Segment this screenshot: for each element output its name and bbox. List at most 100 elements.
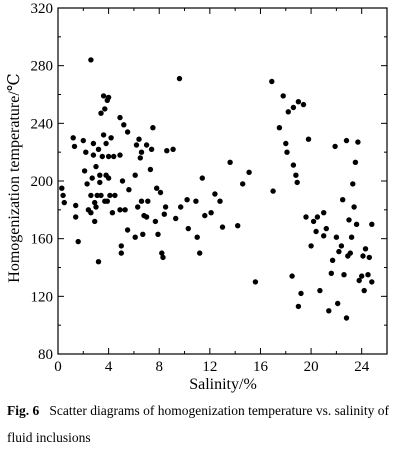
axis-ticks	[57, 7, 387, 355]
data-point	[124, 227, 131, 233]
data-point	[105, 153, 112, 160]
data-point	[126, 187, 132, 193]
y-tick-label: 320	[31, 1, 54, 17]
data-point	[92, 218, 98, 225]
data-point	[185, 225, 191, 232]
y-tick-label: 80	[38, 347, 53, 363]
data-point	[161, 211, 167, 217]
data-point	[105, 175, 112, 181]
data-point	[317, 287, 323, 294]
data-point	[314, 214, 321, 220]
data-point	[323, 225, 329, 232]
data-point	[290, 162, 297, 168]
data-point	[135, 204, 141, 210]
data-point	[310, 218, 317, 225]
data-point	[295, 303, 302, 310]
data-point	[95, 259, 102, 265]
data-point	[343, 315, 350, 321]
data-point	[283, 140, 289, 147]
data-point	[88, 57, 94, 63]
data-point	[194, 234, 200, 240]
data-point	[290, 104, 297, 111]
data-point	[97, 179, 103, 186]
x-tick-label: 0	[54, 359, 62, 375]
data-point	[353, 221, 360, 227]
data-point	[119, 178, 126, 184]
data-point	[284, 149, 290, 155]
x-tick-label: 12	[202, 359, 217, 375]
data-point	[360, 253, 366, 259]
scatter-chart: 0 4 8 12 16 20 24 80 120 160 200 240 280 320 Salinity…	[6, 1, 388, 393]
data-point	[326, 308, 332, 314]
data-point	[352, 159, 359, 165]
data-point	[145, 198, 151, 204]
data-point	[338, 243, 345, 249]
data-point	[73, 202, 79, 209]
data-point	[346, 217, 352, 223]
data-point	[103, 140, 109, 147]
data-point	[343, 137, 350, 144]
data-point	[154, 185, 160, 191]
data-point	[240, 181, 246, 187]
data-point	[197, 250, 203, 256]
data-point	[89, 175, 95, 181]
data-point	[369, 279, 375, 285]
x-tick-label: 8	[155, 359, 163, 375]
data-point	[347, 250, 353, 256]
figure-caption-label: Fig. 6	[7, 403, 40, 418]
data-point	[157, 189, 164, 196]
data-point	[107, 192, 113, 199]
data-point	[100, 93, 107, 99]
data-point	[332, 143, 338, 150]
data-point	[328, 270, 334, 276]
data-point	[366, 254, 372, 261]
data-point	[355, 139, 361, 145]
data-point	[361, 287, 367, 294]
data-point	[61, 199, 67, 206]
data-point	[365, 272, 371, 278]
data-point	[202, 212, 208, 219]
data-point	[104, 198, 111, 204]
y-tick-label: 160	[31, 232, 54, 248]
data-point	[298, 290, 304, 297]
data-point	[303, 214, 309, 220]
data-point	[137, 155, 143, 161]
data-point	[333, 234, 340, 240]
data-point	[73, 214, 79, 220]
data-point	[133, 142, 140, 148]
data-point	[162, 204, 169, 210]
data-point	[143, 214, 150, 220]
data-point	[99, 153, 106, 160]
data-point	[159, 250, 165, 256]
data-points	[59, 57, 375, 321]
data-point	[148, 146, 155, 152]
data-point	[208, 210, 214, 216]
data-point	[280, 93, 286, 99]
data-point	[90, 152, 97, 158]
data-point	[336, 248, 342, 255]
data-point	[269, 78, 275, 85]
data-point	[75, 238, 81, 245]
data-point	[285, 109, 291, 115]
data-point	[193, 198, 199, 204]
data-point	[313, 228, 319, 235]
y-tick-label: 120	[31, 289, 54, 305]
data-point	[356, 277, 362, 284]
data-point	[93, 163, 99, 170]
x-tick-label: 4	[105, 359, 113, 375]
data-point	[362, 246, 369, 252]
data-point	[81, 168, 88, 174]
data-point	[93, 204, 99, 210]
data-point	[102, 106, 108, 112]
data-point	[121, 122, 127, 128]
data-point	[100, 132, 107, 138]
data-point	[305, 136, 312, 142]
data-point	[122, 207, 128, 213]
y-axis-label: Homogenization temperature/℃	[6, 73, 23, 282]
data-point	[219, 224, 226, 230]
x-tick-label: 24	[354, 359, 370, 375]
data-point	[140, 231, 146, 237]
data-point	[300, 101, 307, 108]
data-point	[105, 94, 112, 101]
data-point	[97, 172, 103, 178]
